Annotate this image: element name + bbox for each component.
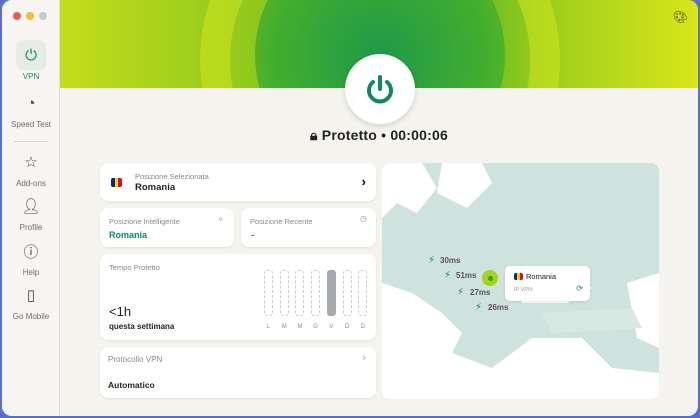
- protected-time-value: <1h: [109, 304, 132, 319]
- sidebar-item-go-mobile[interactable]: ▯ Go Mobile: [2, 280, 60, 321]
- chevron-right-icon: ›: [362, 352, 366, 364]
- refresh-icon[interactable]: ⟳: [576, 284, 583, 293]
- location-popup: Romania IP VPN: ⟳: [505, 266, 590, 301]
- romania-flag-icon: [111, 178, 122, 187]
- help-icon: ⓘ: [23, 243, 39, 261]
- day-label: D: [344, 324, 350, 330]
- day-bar: [264, 270, 273, 316]
- romania-flag-icon: [514, 273, 523, 280]
- current-location-marker[interactable]: [482, 270, 498, 286]
- day-label: M: [281, 324, 287, 330]
- connection-status: 🔒︎ Protetto • 00:00:06: [60, 127, 698, 144]
- power-icon: [367, 75, 393, 104]
- sparkle-icon: ✧: [217, 215, 224, 224]
- bolt-icon: ⚡︎: [457, 287, 465, 298]
- zoom-button[interactable]: [39, 12, 47, 20]
- sidebar-item-add-ons[interactable]: ☆ Add-ons: [2, 147, 60, 188]
- smart-location-card[interactable]: Posizione Intelligente ✧ Romania: [100, 208, 234, 247]
- day-label: L: [266, 324, 271, 330]
- ping-label: 26ms: [488, 303, 509, 312]
- sidebar-item-help[interactable]: ⓘ Help: [2, 236, 60, 278]
- popup-ip-label: IP VPN:: [514, 287, 534, 293]
- ping-label: 27ms: [470, 288, 491, 297]
- power-icon: ⏻: [16, 40, 46, 70]
- day-bar: [326, 270, 336, 316]
- sidebar-item-label: Profile: [19, 223, 43, 232]
- recent-location-label: Posizione Recente: [250, 217, 313, 226]
- recent-location-value: -: [251, 230, 255, 241]
- sidebar-item-profile[interactable]: 👤︎ Profile: [2, 191, 60, 232]
- close-button[interactable]: [13, 12, 21, 20]
- bolt-icon: ⚡︎: [444, 270, 452, 281]
- day-bar: [295, 270, 305, 316]
- recent-location-card[interactable]: Posizione Recente ◷ -: [241, 208, 376, 247]
- lock-icon: 🔒︎: [310, 127, 322, 143]
- speedometer-icon: ◔: [26, 94, 36, 112]
- sidebar-item-label: Help: [22, 268, 40, 277]
- selected-location-value: Romania: [135, 182, 176, 193]
- clock-icon: ◷: [360, 214, 367, 223]
- chevron-right-icon: ›: [361, 174, 366, 189]
- status-text: Protetto • 00:00:06: [321, 127, 448, 143]
- bolt-icon: ⚡︎: [475, 302, 483, 313]
- sidebar-item-label: Go Mobile: [12, 312, 50, 321]
- theme-palette-icon[interactable]: 🎨︎: [672, 10, 688, 24]
- bolt-icon: ⚡︎: [428, 255, 436, 266]
- phone-icon: ▯: [26, 287, 36, 304]
- connect-power-button[interactable]: [345, 54, 415, 124]
- sidebar-item-label: Add-ons: [16, 179, 46, 188]
- protocol-label: Protocollo VPN: [108, 355, 163, 364]
- popup-country: Romania: [526, 272, 557, 281]
- day-bar: [342, 270, 352, 316]
- protected-time-subtitle: questa settimana: [109, 322, 175, 331]
- vpn-protocol-card[interactable]: Protocollo VPN › Automatico: [100, 347, 376, 398]
- day-label: M: [297, 324, 303, 330]
- sidebar-item-label: VPN: [22, 72, 40, 81]
- sidebar-item-vpn[interactable]: ⏻ VPN: [2, 40, 60, 81]
- star-icon: ☆: [24, 154, 38, 171]
- protected-time-card: Tempo Protetto <1h questa settimana L M M G…: [100, 254, 376, 340]
- sidebar: ⏻ VPN ◔ Speed Test ☆ Add-ons 👤︎ Profile …: [2, 0, 60, 416]
- divider: [14, 141, 48, 142]
- protocol-value: Automatico: [108, 380, 155, 390]
- ping-label: 51ms: [456, 271, 477, 280]
- sidebar-item-label: Speed Test: [11, 120, 51, 129]
- minimize-button[interactable]: [26, 12, 34, 20]
- selected-location-card[interactable]: Posizione Selezionata Romania ›: [100, 163, 376, 201]
- person-icon: 👤︎: [21, 198, 41, 215]
- selected-location-label: Posizione Selezionata: [135, 172, 209, 181]
- sidebar-item-speed-test[interactable]: ◔ Speed Test: [2, 88, 60, 130]
- smart-location-value: Romania: [109, 230, 148, 240]
- day-label: G: [313, 324, 318, 330]
- day-label: V: [329, 324, 334, 330]
- day-bar: [279, 270, 289, 316]
- day-bar: [311, 270, 321, 316]
- server-map[interactable]: ⚡︎ 30ms ⚡︎ 51ms ⚡︎ 27ms ⚡︎ 26ms Romania …: [382, 163, 659, 399]
- day-label: D: [360, 324, 365, 330]
- smart-location-label: Posizione Intelligente: [109, 217, 180, 226]
- window-controls: [13, 12, 47, 20]
- protected-time-label: Tempo Protetto: [109, 263, 160, 272]
- day-bar: [358, 270, 368, 316]
- header-banner: 🎨︎: [60, 0, 698, 88]
- ping-label: 30ms: [440, 256, 461, 265]
